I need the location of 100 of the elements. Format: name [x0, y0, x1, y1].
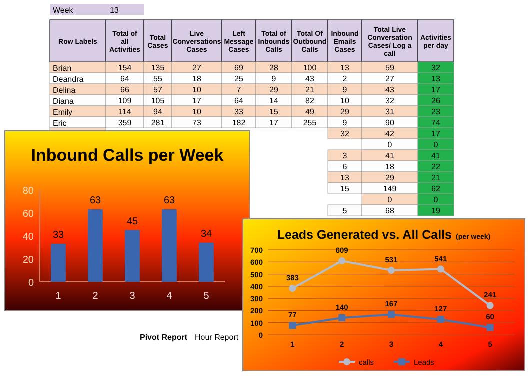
data-label: 28: [270, 64, 279, 72]
data-label: 5: [342, 206, 348, 216]
data-label: 29: [340, 108, 350, 116]
data-label: 42: [386, 130, 395, 138]
bar: [88, 210, 103, 282]
y-tick-label: 60: [22, 209, 34, 220]
data-label: 63: [90, 196, 102, 207]
data-label: 66: [120, 86, 130, 94]
x-tick-label: 1: [56, 291, 62, 302]
data-label: 13: [432, 74, 441, 84]
point: [388, 267, 395, 274]
data-label: 13: [340, 174, 350, 182]
point: [289, 284, 296, 292]
data-label: 149: [383, 184, 398, 194]
data-label: 29: [270, 86, 279, 94]
data-label: 0: [434, 196, 439, 204]
data-label: 2: [342, 74, 348, 84]
data-label: 32: [340, 130, 350, 138]
point: [289, 322, 296, 330]
data-label: 63: [164, 196, 176, 207]
data-label: 41: [386, 152, 395, 160]
y-tick-label: Delina: [53, 86, 76, 95]
point: [437, 266, 444, 273]
data-label: 7: [236, 86, 242, 94]
point: [388, 311, 395, 318]
data-label: 0: [388, 196, 393, 204]
data-label: 17: [432, 130, 441, 138]
data-label: 17: [270, 118, 279, 128]
data-label: 27: [386, 74, 395, 84]
data-label: 255: [303, 118, 318, 128]
data-label: 135: [151, 64, 166, 72]
data-label: 14: [270, 96, 279, 106]
data-label: 90: [386, 118, 395, 128]
data-label: 3: [342, 152, 348, 160]
data-label: 0: [434, 140, 439, 150]
y-tick-label: Brian: [53, 64, 72, 73]
data-label: 21: [432, 174, 441, 182]
data-label: 26: [432, 96, 441, 106]
data-label: 59: [386, 64, 395, 72]
data-label: 18: [386, 162, 395, 172]
data-label: 55: [154, 74, 163, 84]
data-label: 9: [272, 74, 277, 84]
data-label: 19: [432, 206, 441, 216]
data-label: 9: [342, 118, 348, 128]
data-label: 31: [386, 108, 395, 116]
data-label: 21: [306, 86, 315, 94]
bar: [51, 244, 66, 282]
data-label: 105: [151, 96, 166, 106]
data-label: 82: [306, 96, 315, 106]
data-label: 22: [432, 162, 441, 172]
data-label: 62: [432, 184, 441, 194]
data-label: 32: [386, 96, 395, 106]
data-label: 32: [432, 64, 441, 72]
data-label: 0: [388, 140, 393, 150]
data-label: 41: [432, 152, 441, 160]
data-label: 281: [151, 118, 166, 128]
data-label: 43: [306, 74, 315, 84]
data-label: 17: [192, 96, 202, 106]
point: [486, 302, 494, 310]
data-label: 27: [192, 64, 202, 72]
bar: [162, 210, 177, 282]
text: Pivot Report: [140, 333, 188, 342]
data-label: 18: [192, 74, 202, 84]
y-tick-label: 20: [22, 255, 34, 266]
x-tick-label: 4: [166, 291, 173, 302]
data-label: 29: [386, 174, 395, 182]
data-label: 73: [192, 118, 202, 128]
y-tick-label: Deandra: [53, 75, 84, 84]
data-label: 64: [120, 74, 130, 84]
data-label: 69: [234, 64, 244, 72]
data-label: 154: [118, 64, 132, 72]
point: [486, 324, 494, 332]
y-tick-label: Emily: [53, 108, 73, 117]
y-tick-label: 80: [22, 186, 34, 197]
text: 13: [110, 6, 120, 15]
x-tick-label: 3: [130, 291, 136, 302]
data-label: 182: [232, 118, 246, 128]
data-label: 359: [118, 118, 132, 128]
data-label: 74: [432, 118, 441, 128]
data-label: 10: [340, 96, 350, 106]
point: [338, 314, 346, 322]
data-label: 10: [192, 108, 202, 116]
data-label: 57: [154, 86, 163, 94]
data-label: 68: [386, 206, 395, 216]
data-label: 34: [200, 228, 212, 240]
y-tick-label: 0: [28, 278, 34, 289]
data-label: 33: [52, 230, 64, 242]
y-tick-label: Eric: [53, 119, 67, 128]
chart-title: Inbound Calls per Week: [31, 146, 224, 165]
data-label: 45: [126, 216, 138, 228]
data-label: 6: [342, 162, 348, 172]
data-label: 109: [118, 96, 132, 106]
x-tick-label: 2: [92, 291, 99, 302]
data-label: 64: [234, 96, 244, 106]
data-label: 49: [306, 108, 315, 116]
data-label: 100: [303, 64, 318, 72]
point: [338, 258, 346, 265]
data-label: 13: [340, 64, 350, 72]
data-label: 15: [270, 108, 279, 116]
y-tick-label: 40: [22, 232, 34, 243]
